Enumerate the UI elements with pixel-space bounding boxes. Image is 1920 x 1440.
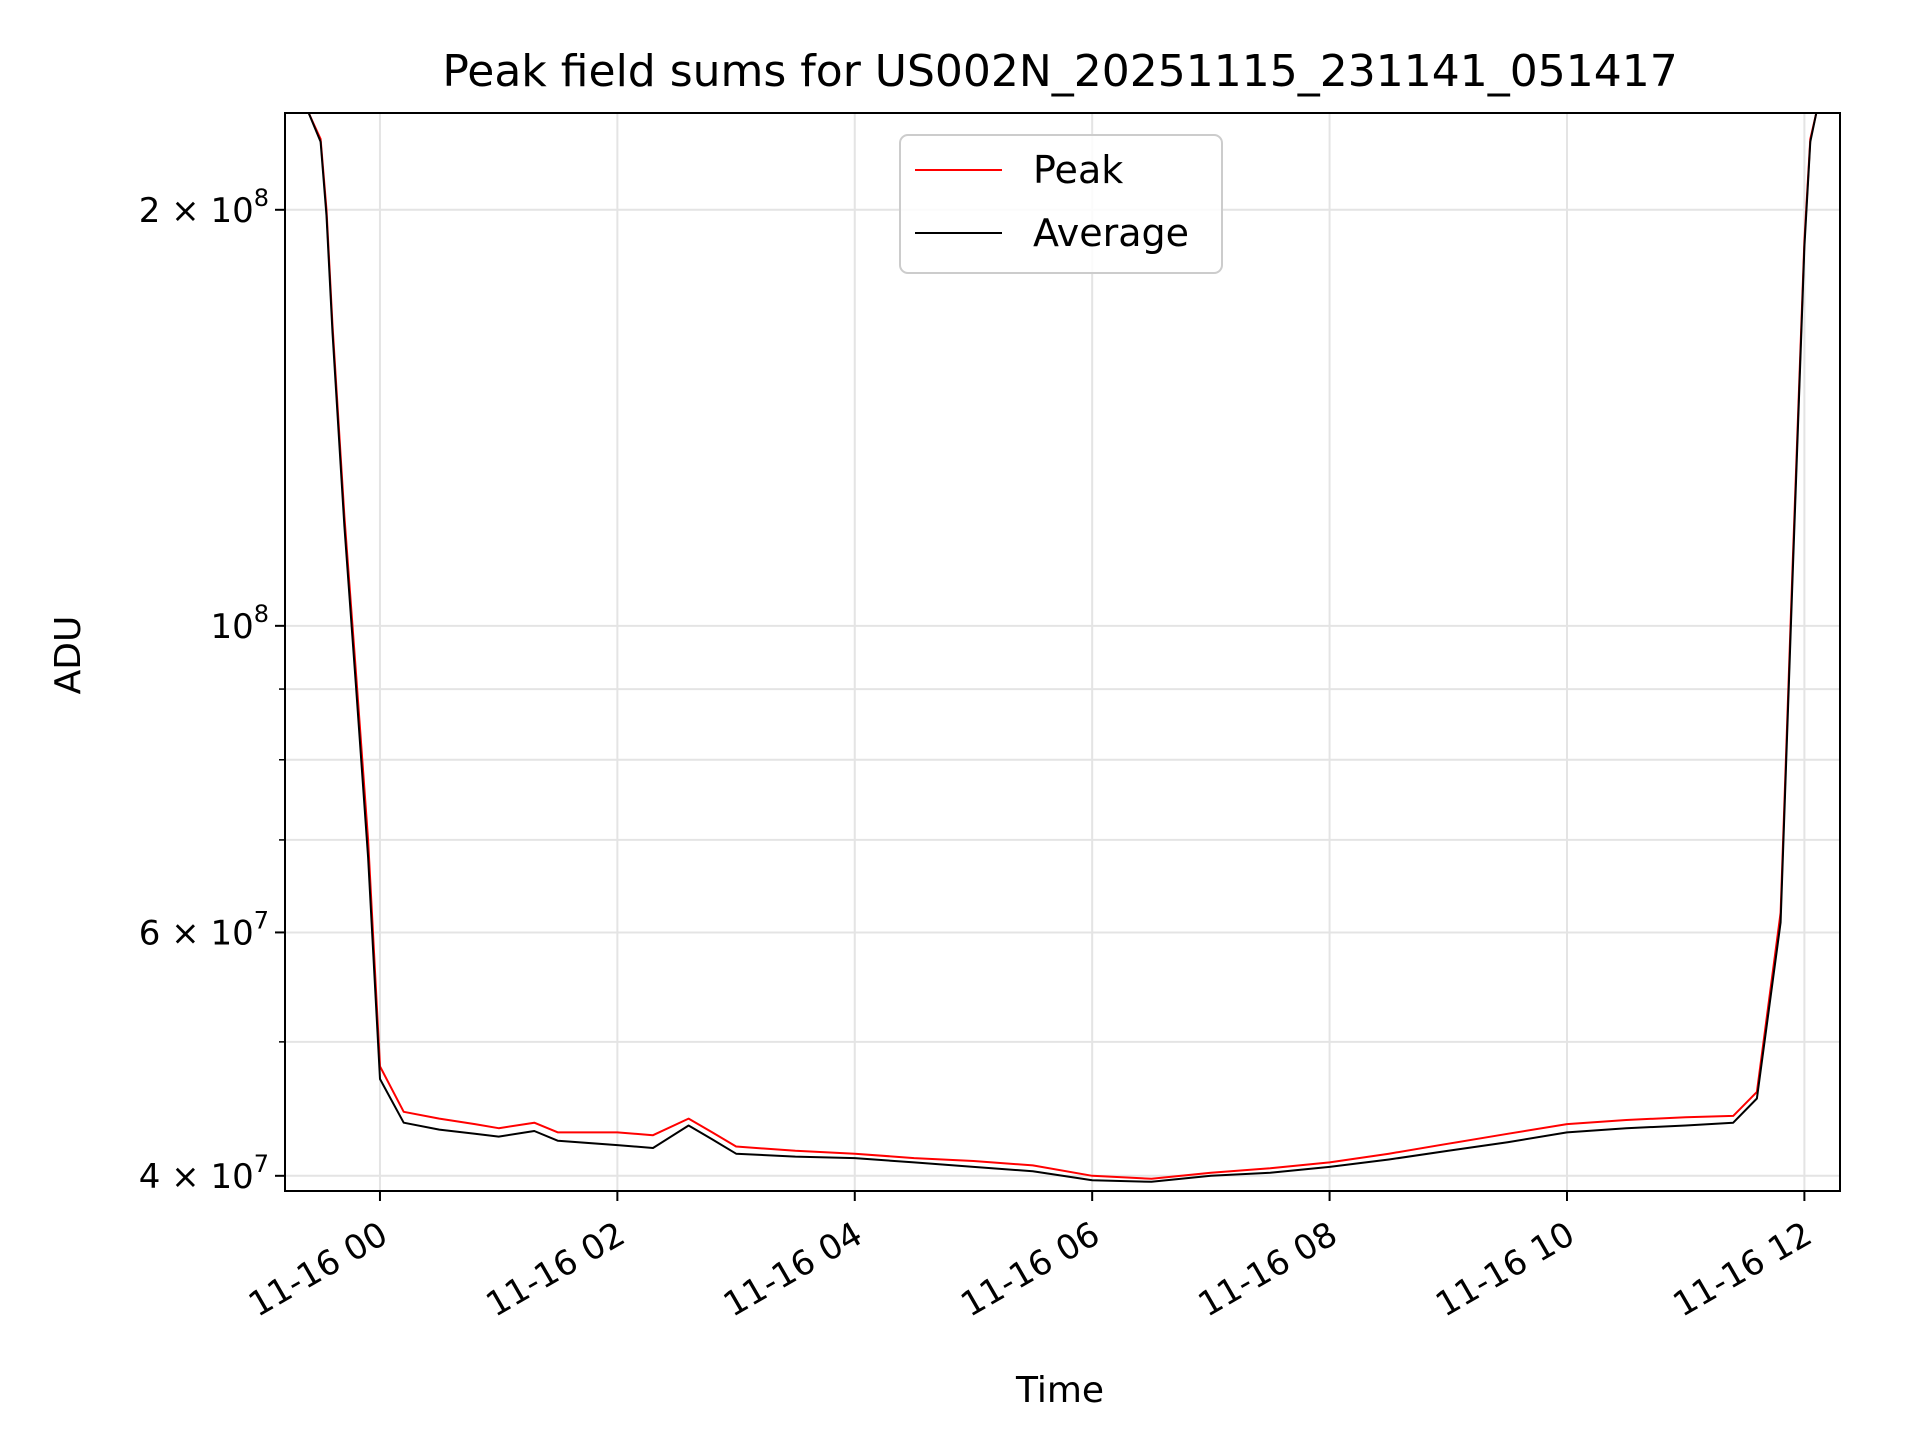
x-axis-label: Time <box>1015 1370 1104 1411</box>
plot-area: 11-16 00 11-16 02 11-16 04 11-16 06 11-16 08… <box>139 112 1841 1325</box>
plot-background <box>285 113 1840 1191</box>
legend-label-average: Average <box>1033 211 1189 255</box>
y-tick-label: 108 <box>210 600 269 647</box>
plot-frame <box>284 112 1841 1192</box>
legend-label-peak: Peak <box>1033 148 1123 192</box>
y-tick-label: 4 × 107 <box>139 1150 269 1197</box>
y-axis-label: ADU <box>48 616 89 695</box>
legend: Peak Average <box>899 134 1223 274</box>
series-layer <box>307 113 1818 1183</box>
y-tick-label: 2 × 108 <box>139 184 269 231</box>
y-tick-label: 6 × 107 <box>139 906 269 953</box>
chart-title: Peak field sums for US002N_20251115_2311… <box>442 46 1677 97</box>
series-line-average <box>307 113 1818 1183</box>
